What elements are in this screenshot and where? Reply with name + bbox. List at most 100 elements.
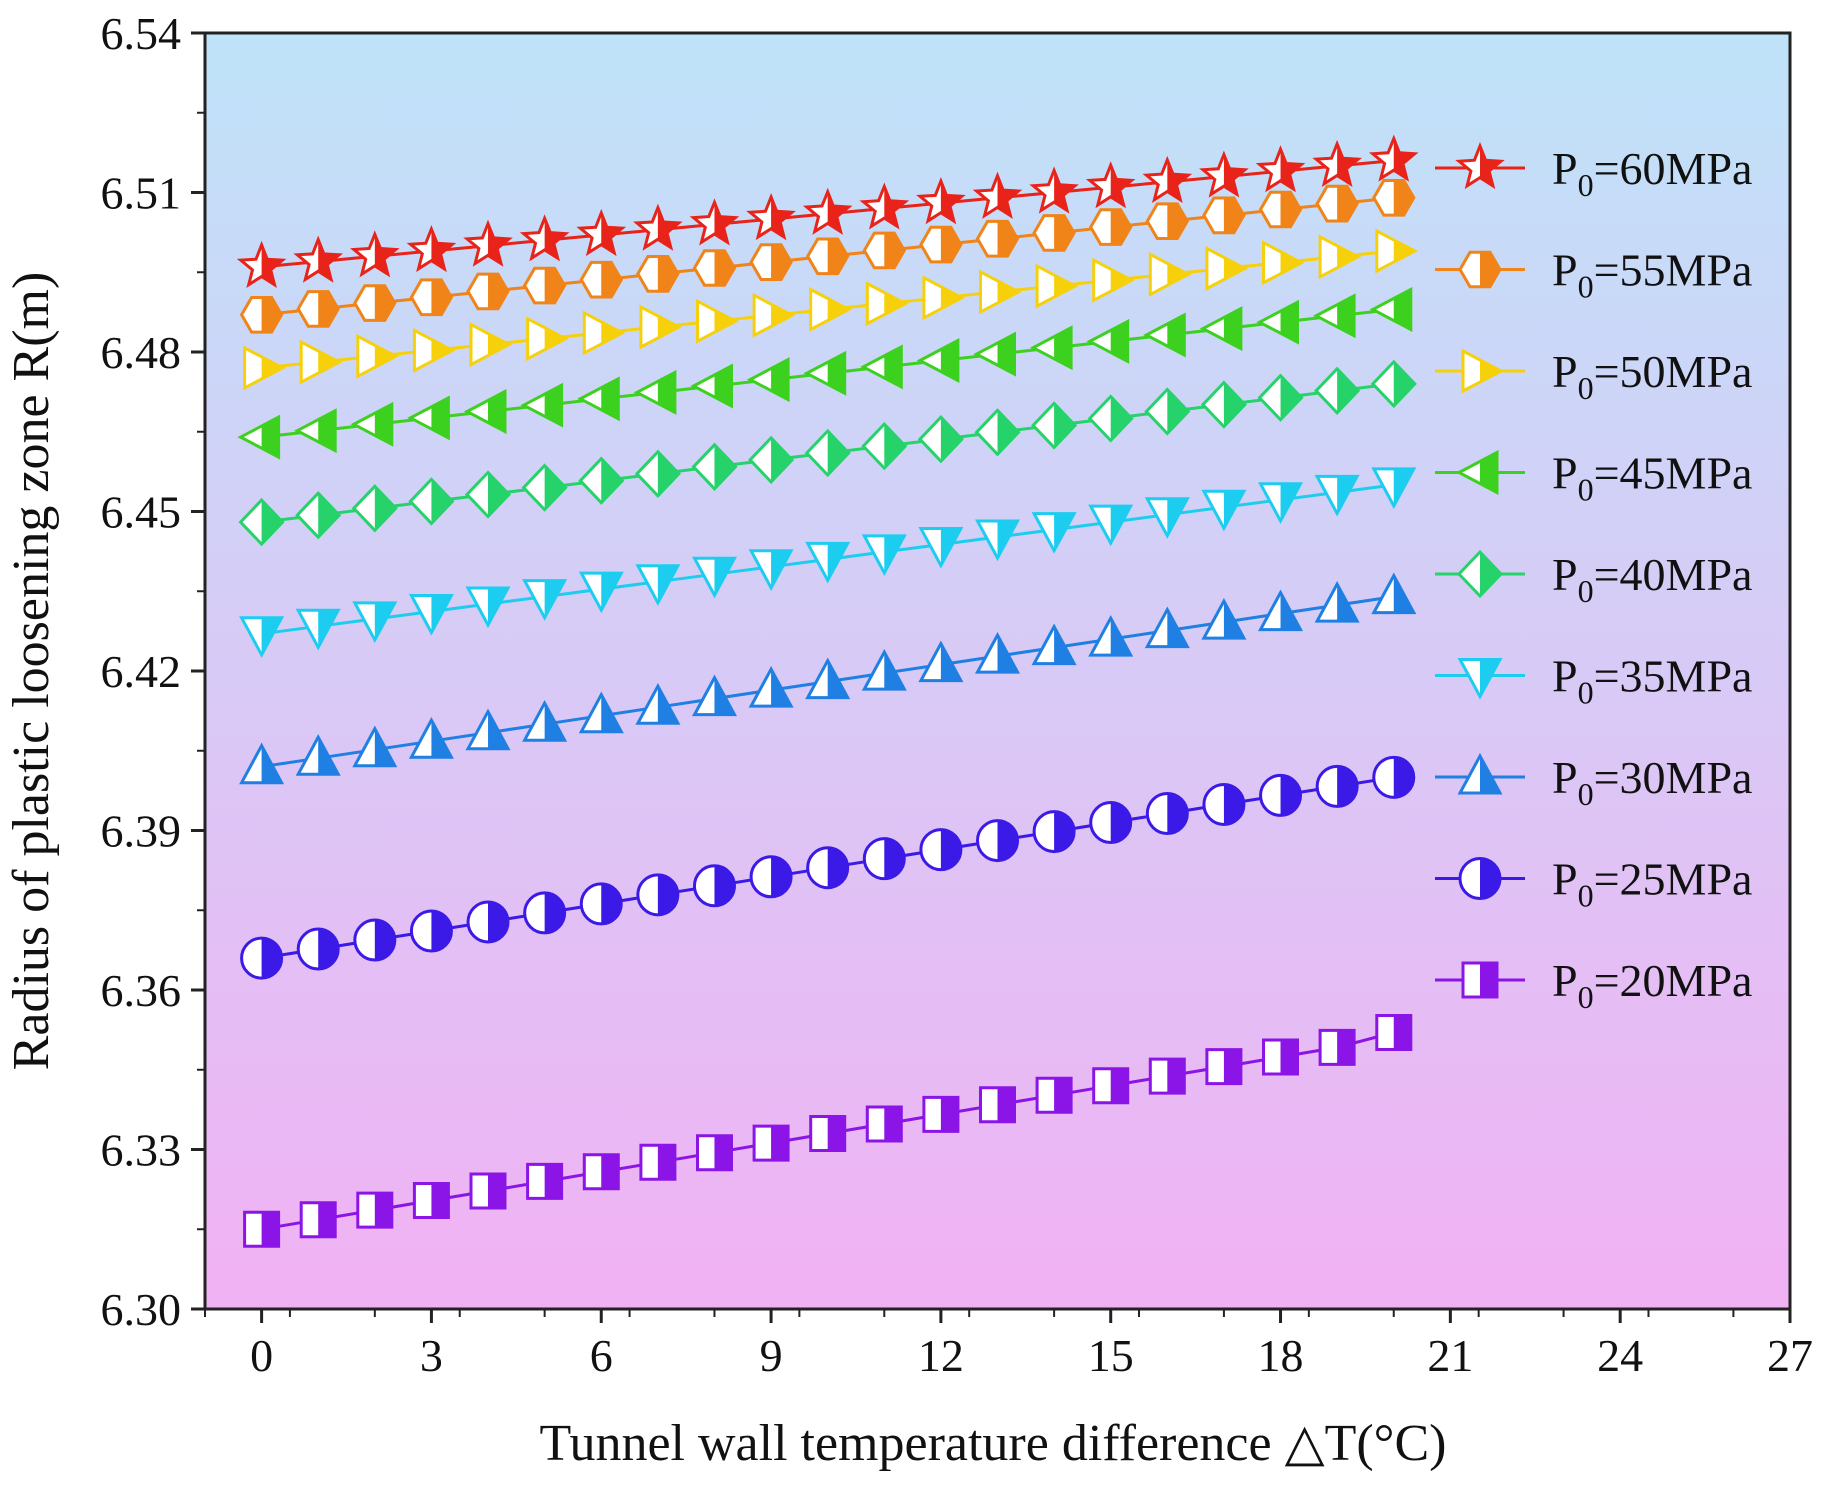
data-point — [1258, 190, 1303, 229]
data-point — [805, 541, 851, 584]
data-point — [802, 187, 853, 235]
y-tick-label: 6.39 — [101, 806, 182, 857]
data-point — [1257, 373, 1304, 422]
data-point — [1200, 380, 1247, 429]
data-point — [696, 1134, 733, 1172]
data-point — [295, 608, 341, 651]
data-point — [409, 278, 454, 317]
y-tick-label: 6.51 — [101, 168, 182, 219]
data-point — [352, 725, 398, 768]
data-point — [1144, 387, 1191, 436]
data-point — [293, 408, 337, 454]
x-tick-label: 15 — [1088, 1330, 1134, 1381]
legend-marker — [1456, 549, 1504, 599]
data-point — [636, 873, 680, 917]
data-point — [1314, 474, 1360, 517]
data-point — [1145, 791, 1189, 835]
data-point — [979, 269, 1022, 315]
data-point — [1031, 512, 1077, 554]
data-point — [576, 208, 627, 257]
data-point — [1088, 614, 1134, 657]
x-axis-title: Tunnel wall temperature difference △T(°C… — [540, 1415, 1447, 1472]
series-layer — [236, 134, 1419, 1248]
data-point — [1201, 597, 1247, 640]
data-point — [696, 298, 739, 344]
legend-entry: P0=25MPa — [1435, 854, 1752, 914]
legend-label: P0=60MPa — [1552, 143, 1752, 203]
y-tick-label: 6.42 — [101, 646, 182, 697]
series-60mpa — [236, 134, 1419, 289]
data-point — [1148, 251, 1192, 297]
y-tick-label: 6.30 — [101, 1284, 182, 1335]
data-point — [1315, 184, 1359, 223]
series-35mpa — [239, 467, 1417, 658]
data-point — [749, 855, 793, 899]
data-point — [804, 428, 851, 478]
data-point — [1086, 318, 1130, 364]
series-45mpa — [237, 287, 1413, 460]
data-point — [1257, 589, 1304, 632]
series-20mpa — [243, 1014, 1413, 1248]
data-point — [691, 556, 738, 599]
data-point — [579, 882, 623, 926]
data-point — [293, 235, 343, 283]
data-point — [582, 1153, 620, 1191]
legend-entry: P0=30MPa — [1435, 752, 1752, 812]
x-tick-label: 0 — [250, 1330, 273, 1381]
data-point — [1205, 246, 1249, 291]
data-point — [634, 449, 681, 498]
data-point — [639, 1143, 677, 1181]
data-point — [412, 327, 456, 373]
data-point — [1088, 504, 1134, 547]
legend-marker — [1458, 250, 1502, 289]
x-tick-label: 21 — [1427, 1330, 1473, 1381]
data-point — [916, 176, 966, 225]
data-point — [749, 243, 793, 281]
data-point — [972, 171, 1023, 219]
data-point — [243, 345, 286, 391]
data-point — [691, 442, 738, 491]
data-point — [803, 350, 847, 396]
data-point — [1369, 287, 1413, 332]
data-point — [1202, 782, 1246, 826]
data-point — [1088, 208, 1133, 246]
y-tick-label: 6.33 — [101, 1125, 182, 1176]
data-point — [746, 193, 796, 241]
data-point — [522, 266, 567, 305]
data-point — [689, 198, 740, 246]
y-tick-label: 6.36 — [101, 965, 182, 1016]
data-point — [975, 219, 1020, 258]
data-point — [351, 484, 398, 533]
data-point — [1032, 810, 1076, 854]
data-point — [974, 631, 1021, 674]
legend-entry: P0=50MPa — [1435, 346, 1752, 406]
data-point — [917, 415, 964, 464]
data-point — [1092, 257, 1135, 303]
data-point — [1375, 1014, 1413, 1051]
data-point — [1142, 155, 1193, 203]
legend-label: P0=20MPa — [1552, 955, 1752, 1015]
data-point — [1035, 1076, 1073, 1114]
x-tick-label: 24 — [1597, 1330, 1643, 1381]
data-point — [1318, 1028, 1356, 1066]
legend-label: P0=30MPa — [1552, 752, 1752, 812]
data-point — [1371, 467, 1417, 510]
data-point — [578, 691, 624, 734]
data-point — [466, 272, 510, 311]
data-point — [1144, 497, 1190, 539]
data-point — [1085, 161, 1136, 209]
series-50mpa — [243, 228, 1419, 391]
data-point — [526, 1162, 564, 1200]
legend: P0=60MPa P0=55MPa P0=50MPa P0=45MPa P0=40MPa… — [1435, 141, 1752, 1015]
legend-label: P0=50MPa — [1552, 346, 1752, 406]
x-tick-label: 6 — [590, 1330, 613, 1381]
data-point — [979, 1086, 1016, 1124]
data-point — [865, 1105, 903, 1143]
legend-marker — [1455, 450, 1499, 495]
data-point — [578, 571, 624, 614]
data-point — [408, 594, 454, 636]
data-point — [1312, 139, 1362, 188]
legend-label: P0=35MPa — [1552, 651, 1752, 711]
data-point — [465, 708, 511, 751]
